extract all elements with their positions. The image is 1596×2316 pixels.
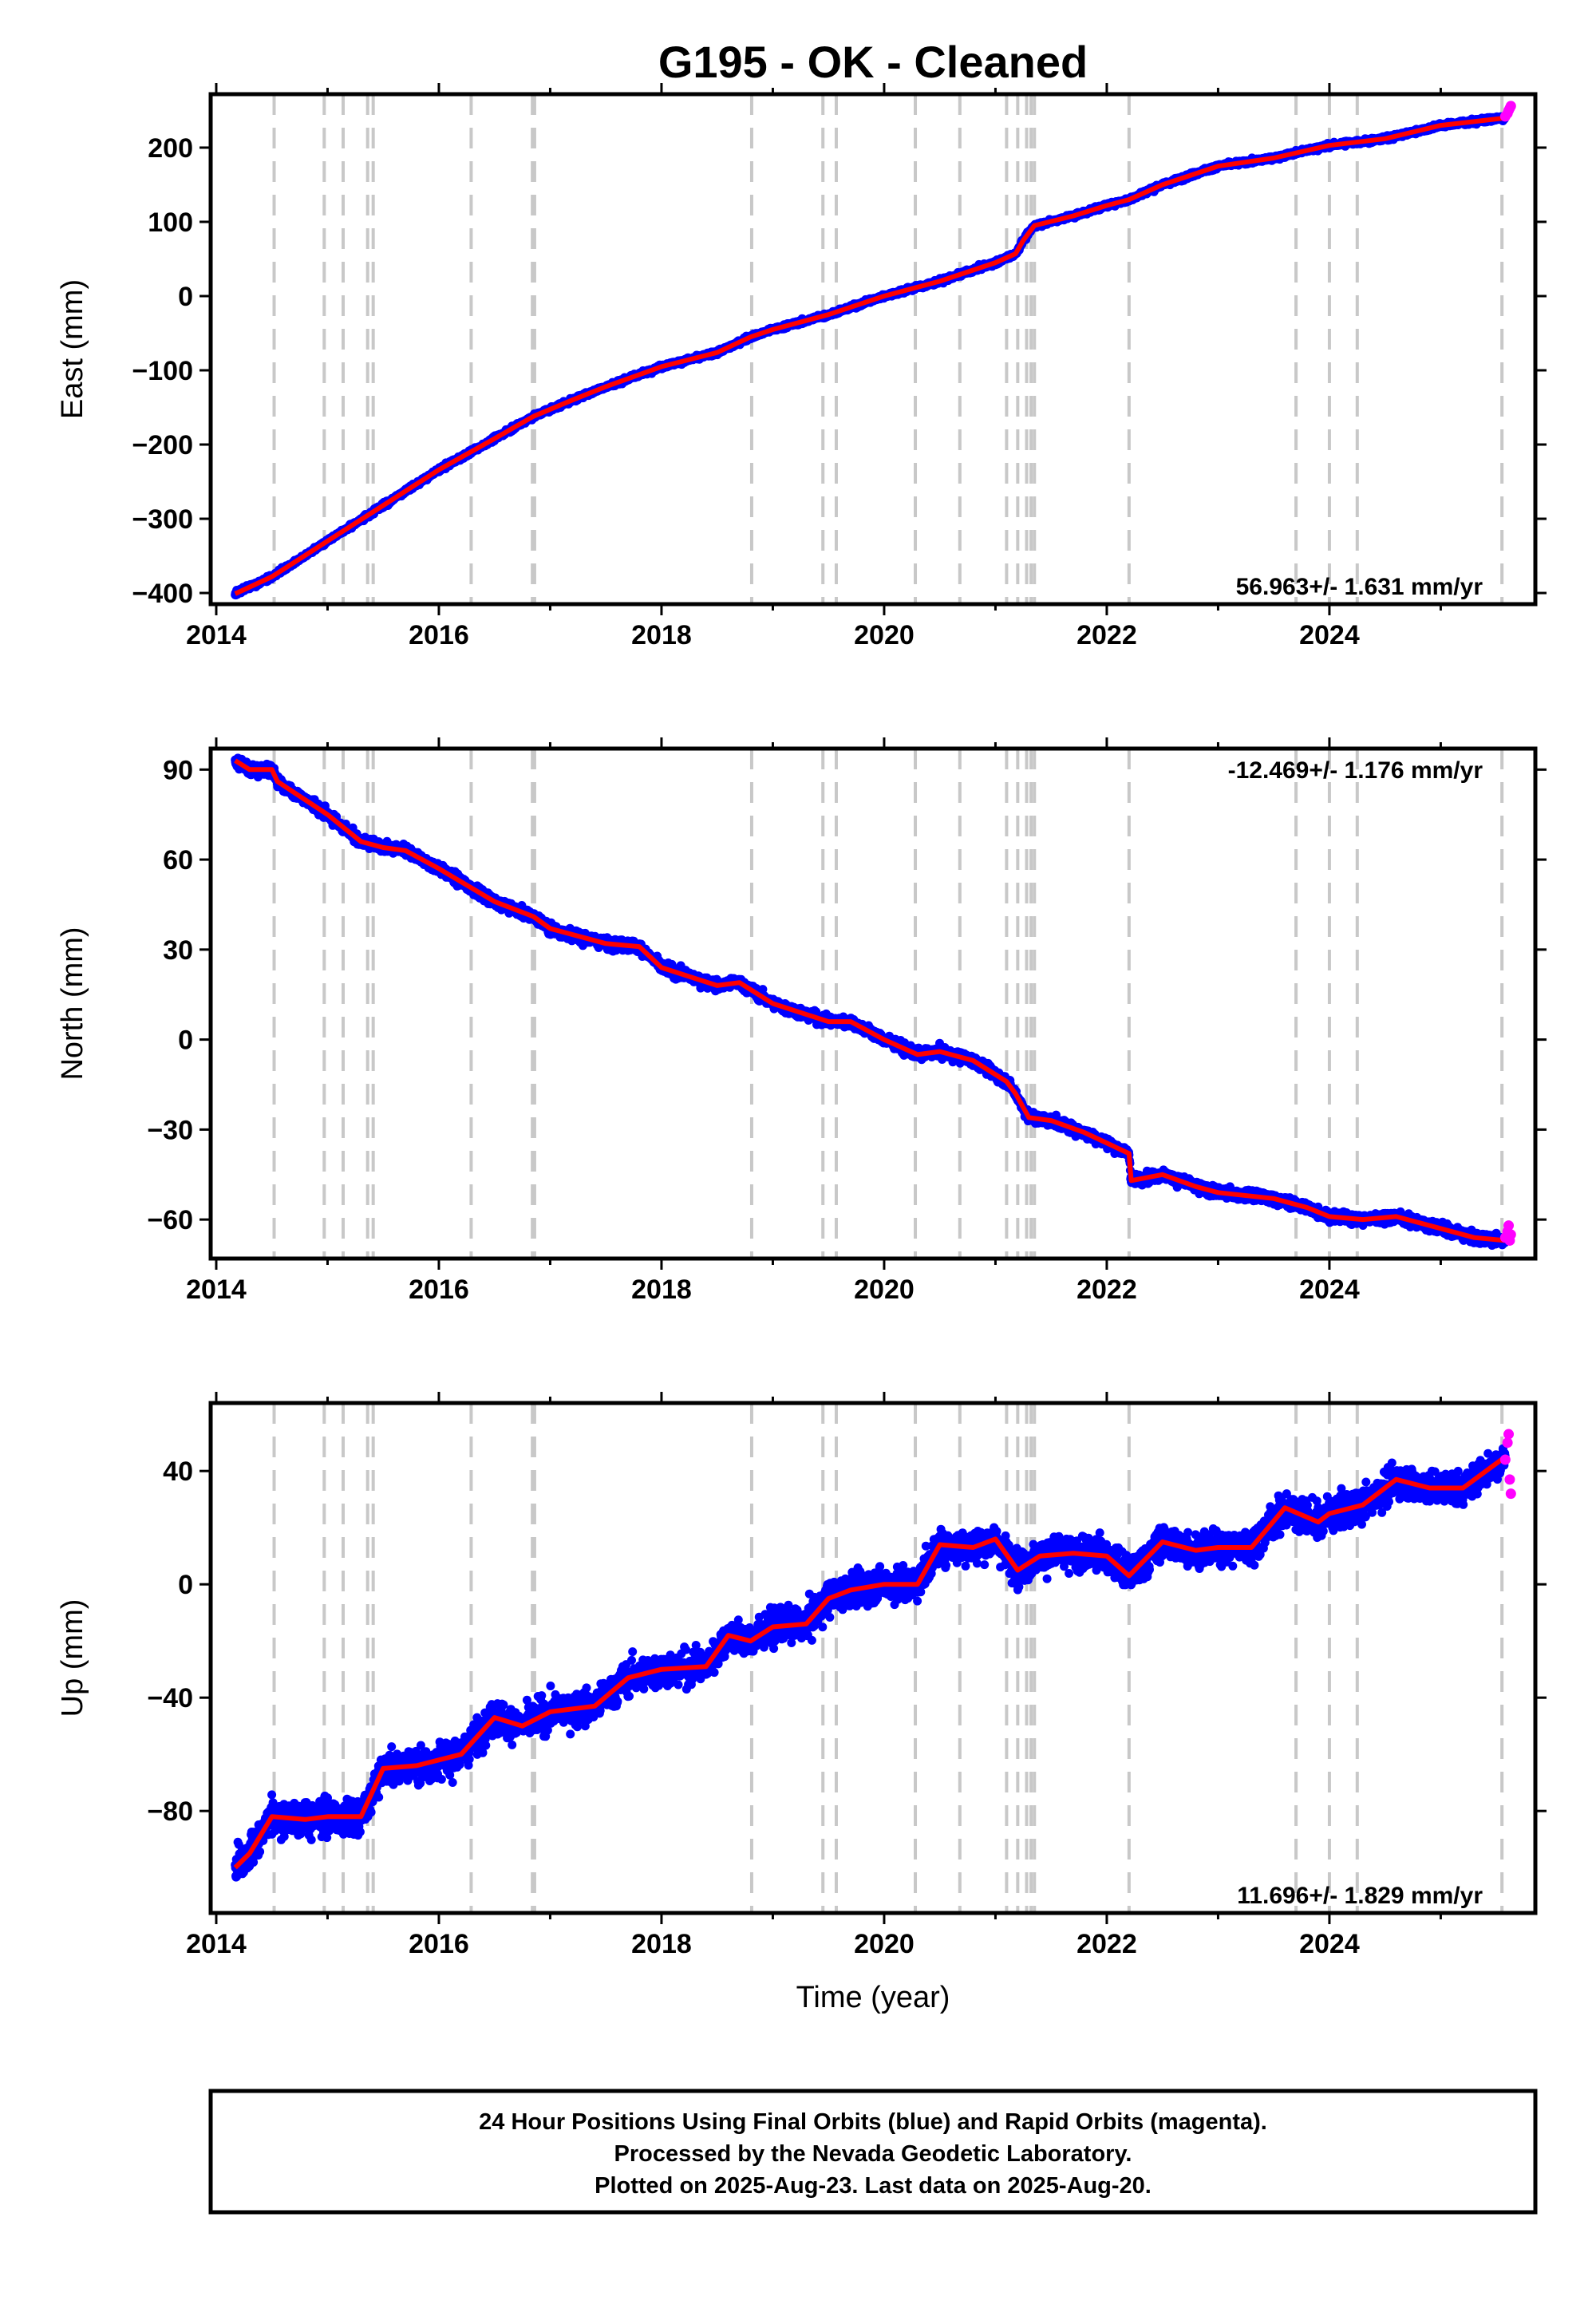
x-tick-label: 2022 — [1077, 620, 1137, 650]
final-orbit-points — [231, 753, 1510, 1250]
rapid-point — [1505, 101, 1516, 112]
panels-container: 2014 2016 2018 2020 2022 2024 200 100 0 −100 −200 −… — [56, 83, 1547, 1959]
rate-label: 56.963+/- 1.631 mm/yr — [1236, 574, 1483, 600]
y-axis-label: East (mm) — [56, 279, 89, 419]
x-tick-label: 2016 — [409, 620, 469, 650]
y-tick-label: −300 — [132, 504, 193, 535]
model-line — [234, 115, 1506, 596]
panel-north: 2014 2016 2018 2020 2022 20249060300−30−60Nor… — [56, 737, 1547, 1305]
y-tick-label: −400 — [132, 579, 193, 609]
y-tick-label: 100 — [148, 207, 193, 238]
x-tick-label: 2018 — [631, 620, 692, 650]
chart-title: G195 - OK - Cleaned — [658, 37, 1088, 87]
final-orbit-points — [231, 112, 1510, 600]
x-tick-label: 2020 — [854, 620, 915, 650]
y-tick-label: −100 — [132, 356, 193, 386]
y-tick-label: 0 — [178, 282, 193, 312]
x-tick-label: 2024 — [1299, 620, 1360, 650]
x-tick-label: 2014 — [186, 620, 247, 650]
y-tick-label: 200 — [148, 133, 193, 164]
y-tick-label: −200 — [132, 430, 193, 460]
rapid-orbit-points — [1499, 101, 1516, 122]
panel-east: 2014 2016 2018 2020 2022 2024 200 100 0 −100 −200 −… — [56, 83, 1547, 650]
plot-frame — [208, 92, 1538, 607]
